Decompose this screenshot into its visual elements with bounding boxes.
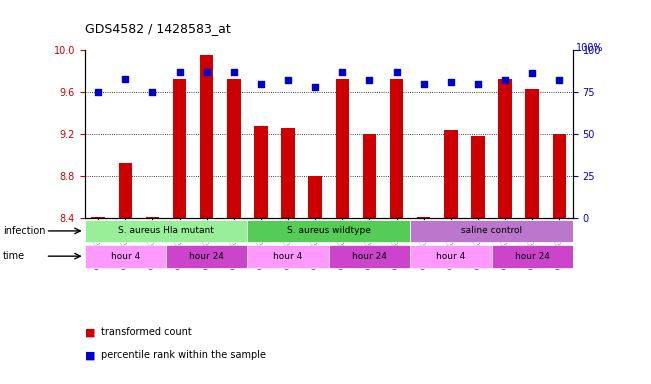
Bar — [335, 79, 349, 218]
Bar — [471, 136, 485, 218]
Text: percentile rank within the sample: percentile rank within the sample — [101, 350, 266, 360]
Bar — [492, 245, 573, 268]
Bar — [309, 176, 322, 218]
Bar — [254, 126, 268, 218]
Point — [93, 89, 104, 95]
Bar — [329, 245, 410, 268]
Point — [174, 69, 185, 75]
Text: saline control: saline control — [461, 227, 522, 235]
Bar — [525, 89, 539, 218]
Point — [365, 77, 375, 83]
Point — [310, 84, 320, 90]
Text: ■: ■ — [85, 327, 95, 337]
Text: hour 24: hour 24 — [515, 252, 549, 261]
Point — [147, 89, 158, 95]
Bar — [247, 220, 410, 242]
Text: 100%: 100% — [576, 43, 603, 53]
Bar — [281, 128, 295, 218]
Text: hour 4: hour 4 — [273, 252, 303, 261]
Bar — [146, 217, 159, 218]
Point — [229, 69, 239, 75]
Text: infection: infection — [3, 226, 46, 236]
Text: time: time — [3, 251, 25, 261]
Bar — [227, 79, 241, 218]
Text: hour 4: hour 4 — [436, 252, 465, 261]
Text: hour 24: hour 24 — [189, 252, 224, 261]
Point — [391, 69, 402, 75]
Text: ■: ■ — [85, 350, 95, 360]
Point — [419, 81, 429, 87]
Point — [202, 69, 212, 75]
Point — [500, 77, 510, 83]
Bar — [390, 79, 404, 218]
Bar — [444, 130, 458, 218]
Point — [554, 77, 564, 83]
Bar — [363, 134, 376, 218]
Bar — [553, 134, 566, 218]
Bar — [200, 55, 214, 218]
Point — [283, 77, 293, 83]
Bar — [410, 220, 573, 242]
Text: S. aureus wildtype: S. aureus wildtype — [287, 227, 370, 235]
Bar — [417, 217, 430, 218]
Point — [337, 69, 348, 75]
Bar — [498, 79, 512, 218]
Bar — [118, 162, 132, 218]
Bar — [173, 79, 186, 218]
Point — [445, 79, 456, 85]
Point — [120, 76, 130, 82]
Text: GDS4582 / 1428583_at: GDS4582 / 1428583_at — [85, 22, 230, 35]
Bar — [85, 220, 247, 242]
Point — [473, 81, 483, 87]
Text: S. aureus Hla mutant: S. aureus Hla mutant — [118, 227, 214, 235]
Bar — [85, 245, 166, 268]
Text: hour 4: hour 4 — [111, 252, 140, 261]
Bar — [247, 245, 329, 268]
Point — [256, 81, 266, 87]
Point — [527, 70, 538, 76]
Bar — [166, 245, 247, 268]
Text: hour 24: hour 24 — [352, 252, 387, 261]
Bar — [91, 217, 105, 218]
Bar — [410, 245, 492, 268]
Text: transformed count: transformed count — [101, 327, 191, 337]
